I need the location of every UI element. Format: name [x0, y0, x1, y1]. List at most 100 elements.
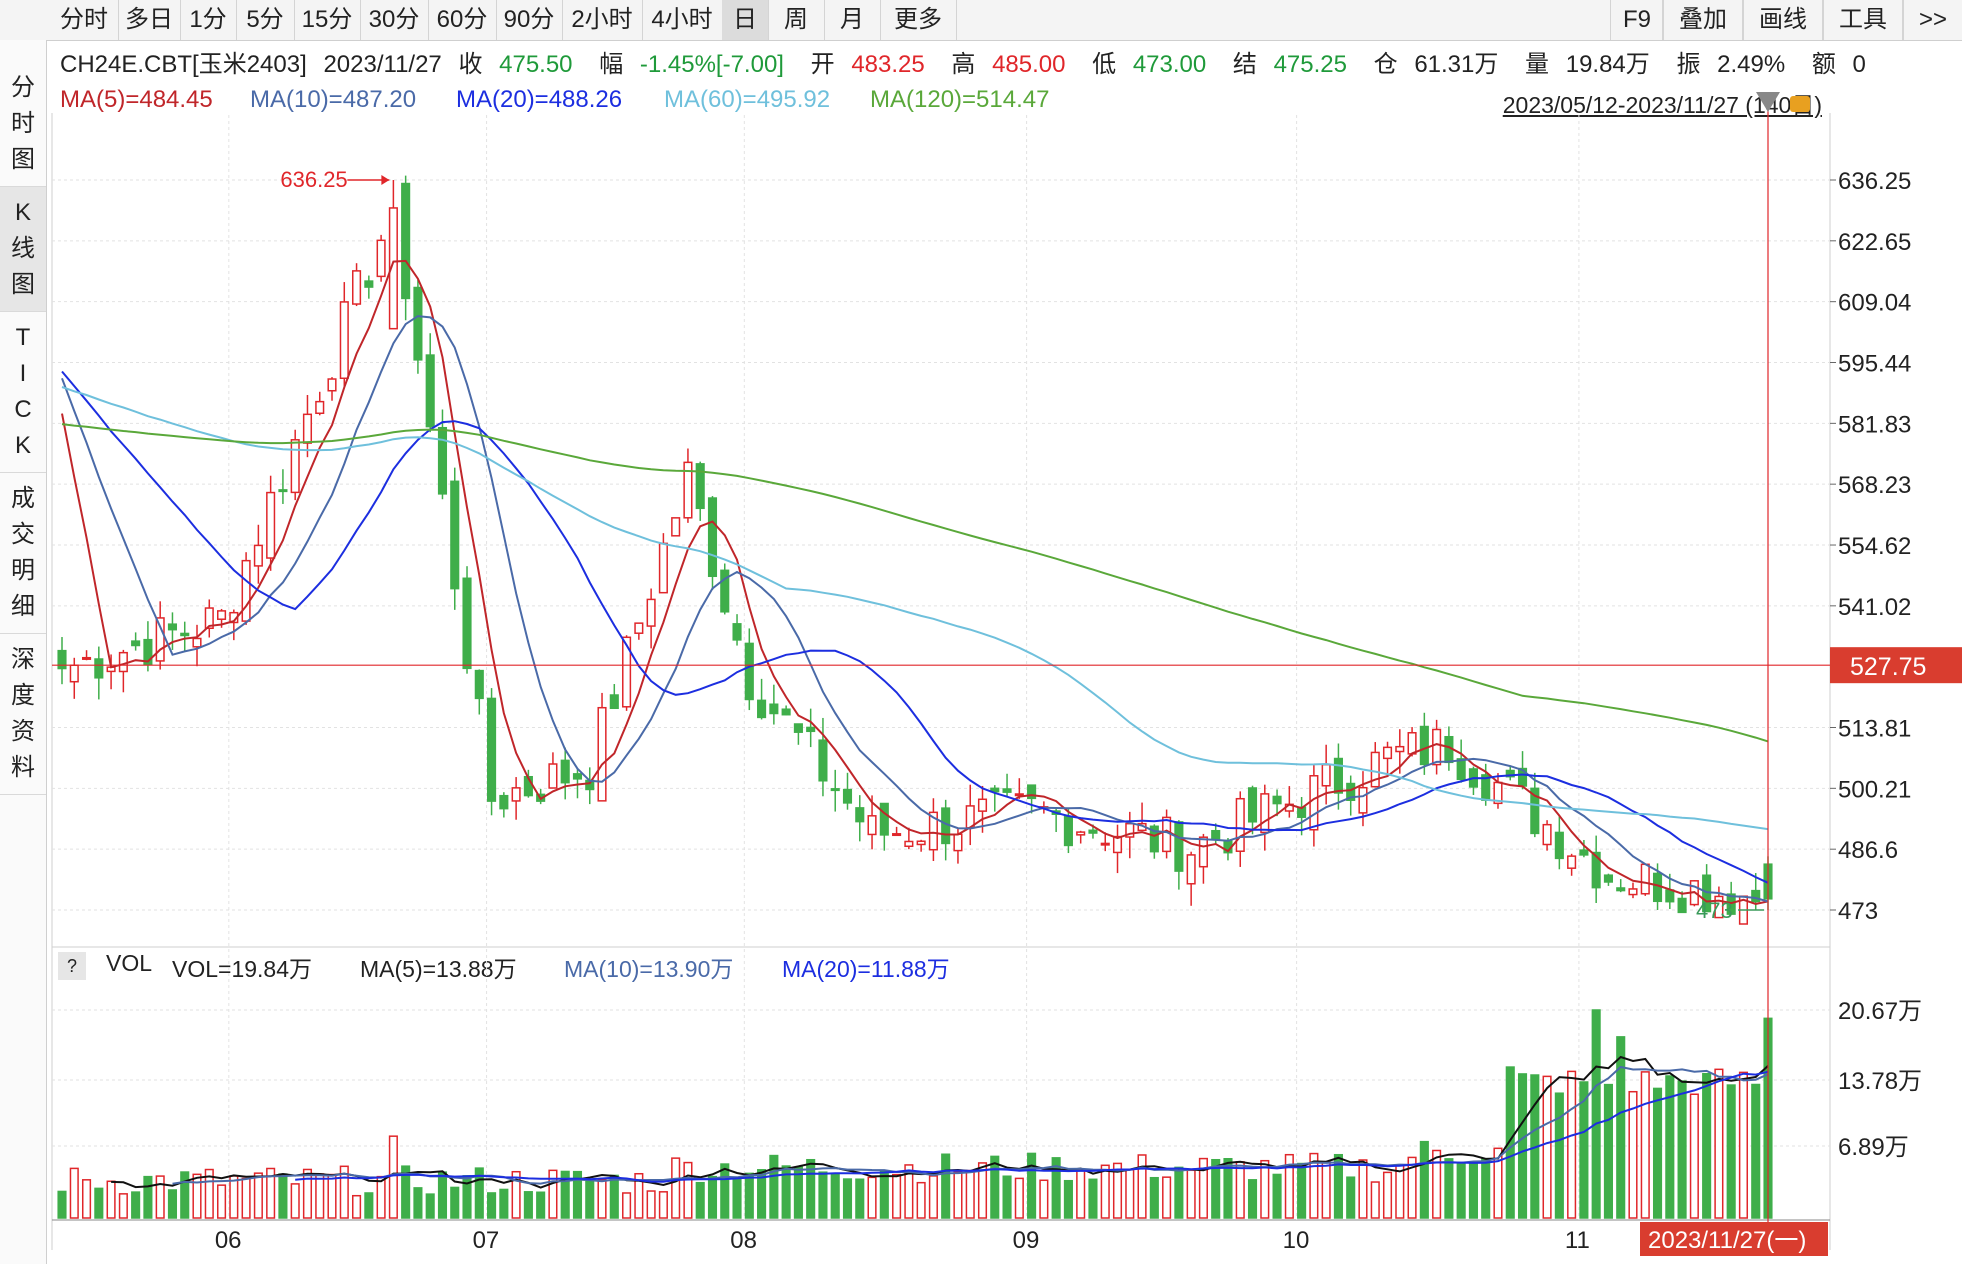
- tool-button-3[interactable]: 工具: [1822, 0, 1904, 40]
- candle-body: [1530, 787, 1540, 835]
- vol-ma10-legend: MA(10)=13.90万: [564, 956, 734, 982]
- volume-bar: [1517, 1073, 1528, 1219]
- period-tab-3[interactable]: 5分: [236, 0, 295, 40]
- period-tab-1[interactable]: 多日: [118, 0, 181, 40]
- candle-body: [1652, 872, 1663, 903]
- volume-bar: [1628, 1090, 1638, 1219]
- volume-bar: [511, 1170, 521, 1219]
- candle-body: [1014, 793, 1024, 797]
- volume-bar: [266, 1167, 276, 1219]
- candle-body: [867, 815, 877, 836]
- candle-body: [1505, 769, 1515, 778]
- volume-bar: [707, 1175, 718, 1219]
- period-tab-8[interactable]: 2小时: [562, 0, 643, 40]
- period-tab-12[interactable]: 月: [824, 0, 881, 40]
- period-tab-11[interactable]: 周: [768, 0, 825, 40]
- volume-bar: [437, 1171, 448, 1219]
- volume-bar: [1002, 1175, 1012, 1219]
- candle-body: [953, 833, 963, 852]
- side-tab-3[interactable]: 成交明细: [0, 473, 46, 634]
- volume-bar: [867, 1176, 877, 1219]
- volume-bar: [855, 1178, 865, 1219]
- candle-body: [892, 833, 902, 837]
- volume-bar: [1751, 1083, 1761, 1219]
- period-tab-5[interactable]: 30分: [360, 0, 429, 40]
- candle-body: [1395, 745, 1405, 753]
- volume-bar: [1567, 1070, 1577, 1219]
- volume-bar: [1260, 1159, 1270, 1219]
- candle-body: [106, 666, 116, 673]
- moving-average-lines: [61, 259, 1769, 906]
- candle-body: [364, 280, 374, 288]
- tool-button-4[interactable]: >>: [1902, 0, 1962, 40]
- tool-button-2[interactable]: 画线: [1742, 0, 1824, 40]
- candle-body: [536, 793, 546, 802]
- candle-body: [1321, 763, 1331, 787]
- candle-body: [1456, 758, 1466, 781]
- volume-bar: [1272, 1173, 1282, 1219]
- period-tab-6[interactable]: 60分: [428, 0, 497, 40]
- candle-body: [57, 649, 67, 670]
- tool-button-0[interactable]: F9: [1610, 0, 1664, 40]
- low-marker-label: 473: [1696, 898, 1733, 923]
- volume-bar: [1100, 1164, 1110, 1219]
- volume-bar: [1505, 1066, 1515, 1219]
- candle-body: [1603, 874, 1614, 883]
- volume-bar: [1554, 1092, 1564, 1219]
- candle-body: [1211, 829, 1221, 841]
- volume-bar: [1542, 1075, 1552, 1219]
- period-tab-7[interactable]: 90分: [496, 0, 563, 40]
- candle-body: [81, 656, 92, 660]
- candlestick-series: [57, 175, 1773, 925]
- side-tab-0[interactable]: 分时图: [0, 62, 46, 187]
- vol-ma10-line: [172, 1065, 1769, 1185]
- volume-bar: [1714, 1068, 1724, 1219]
- volume-bar: [793, 1166, 803, 1219]
- candle-body: [1100, 842, 1110, 846]
- candle-body: [683, 461, 693, 519]
- candle-body: [732, 623, 742, 641]
- ma10-legend: MA(10)=487.20: [250, 86, 417, 113]
- ma60-legend: MA(60)=495.92: [664, 86, 831, 113]
- open-interest-field: 仓 61.31万: [1373, 51, 1499, 78]
- period-tab-10[interactable]: 日: [722, 0, 769, 40]
- high-field: 高 485.00: [951, 51, 1066, 78]
- period-tab-4[interactable]: 15分: [294, 0, 361, 40]
- help-button[interactable]: ?: [58, 952, 86, 980]
- vol-ma5-legend: MA(5)=13.88万: [360, 956, 517, 982]
- date-range-link[interactable]: 2023/05/12-2023/11/27 (140日): [1502, 92, 1822, 118]
- volume-bar: [842, 1178, 853, 1219]
- candle-body: [695, 463, 705, 510]
- volume-bar: [683, 1161, 693, 1219]
- volume-bar: [1125, 1169, 1135, 1219]
- volume-tick-label: 20.67万: [1838, 998, 1922, 1025]
- period-tab-0[interactable]: 分时: [50, 0, 119, 40]
- candle-body: [69, 664, 79, 683]
- period-tab-13[interactable]: 更多: [880, 0, 957, 40]
- candle-body: [977, 798, 988, 812]
- period-tab-2[interactable]: 1分: [180, 0, 237, 40]
- volume-bar: [69, 1167, 79, 1219]
- candle-body: [560, 759, 570, 784]
- candle-body: [1677, 897, 1687, 914]
- candle-body: [1297, 806, 1307, 818]
- open-field: 开 483.25: [810, 51, 925, 78]
- volume-bar: [315, 1173, 325, 1219]
- price-tick-label: 609.04: [1838, 290, 1911, 317]
- volume-bar: [1149, 1176, 1159, 1219]
- period-tab-9[interactable]: 4小时: [642, 0, 723, 40]
- tool-button-1[interactable]: 叠加: [1662, 0, 1744, 40]
- side-tab-4[interactable]: 深度资料: [0, 634, 46, 795]
- candle-body: [1149, 825, 1159, 853]
- volume-bar: [1247, 1179, 1258, 1219]
- candle-body: [1284, 803, 1294, 812]
- volume-bar: [928, 1175, 938, 1219]
- volume-bar: [1297, 1162, 1307, 1219]
- candle-body: [167, 623, 178, 631]
- volume-bar: [1039, 1179, 1049, 1219]
- candle-body: [1174, 821, 1184, 872]
- volume-bar: [1186, 1169, 1196, 1219]
